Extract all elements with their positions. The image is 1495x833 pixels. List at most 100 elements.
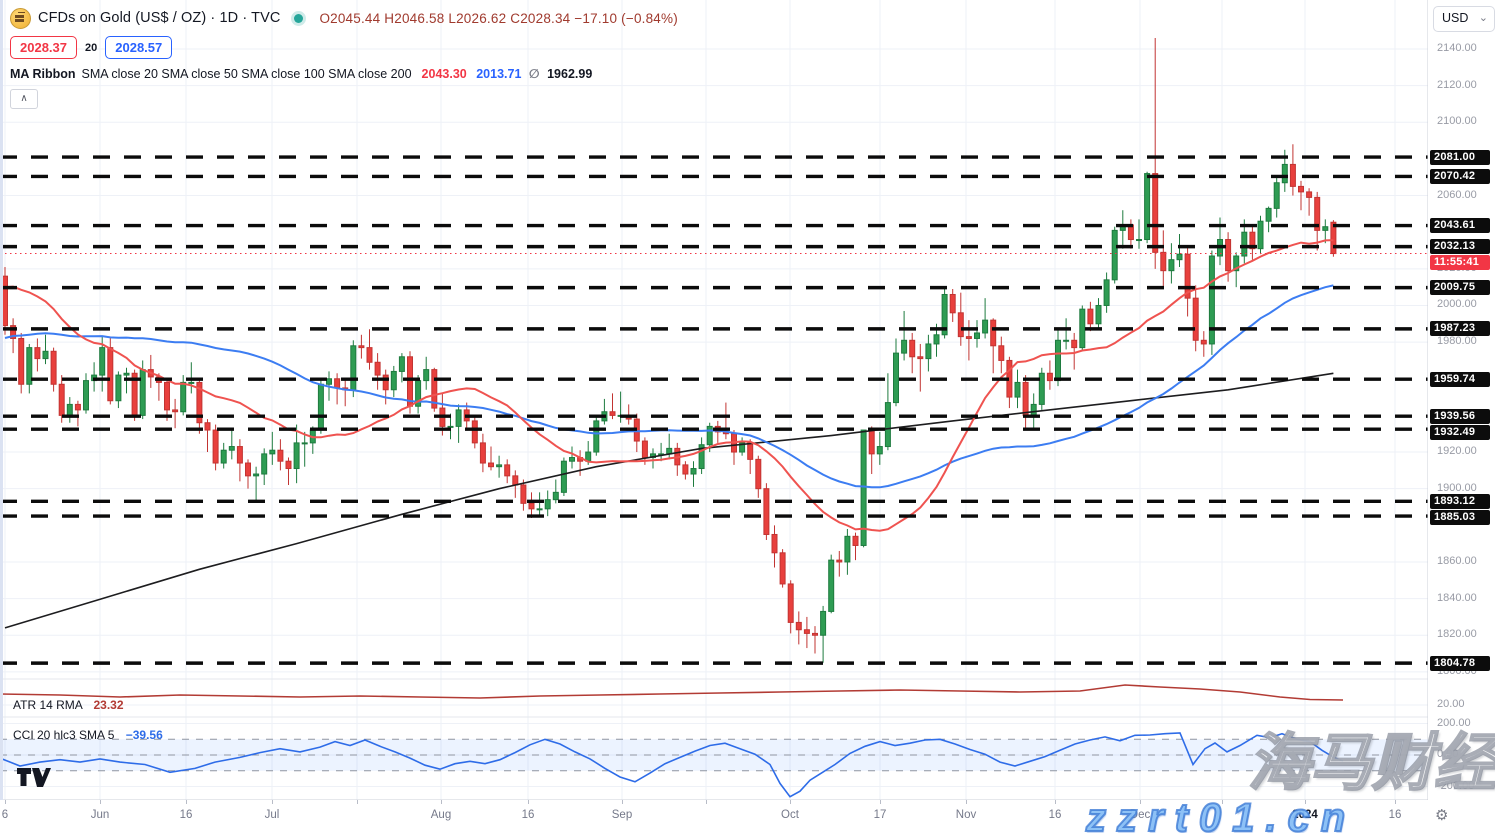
time-label[interactable]: Dec (1129, 809, 1151, 821)
candle-up (536, 508, 543, 511)
time-label[interactable]: 2024 (1292, 809, 1318, 821)
candle-up (1241, 231, 1248, 257)
candle-up (66, 403, 73, 416)
axis-settings-gear-icon[interactable]: ⚙ (1435, 807, 1449, 824)
candle-up (139, 369, 146, 416)
cci-value: −39.56 (125, 728, 163, 742)
candle-down (74, 403, 81, 411)
chart-left-edge (0, 0, 3, 800)
gold-symbol-icon (10, 7, 31, 29)
time-label[interactable]: 6 (1, 809, 9, 821)
tradingview-logo[interactable] (17, 768, 51, 788)
candle-down (641, 440, 648, 459)
price-tick-label: 2120.00 (1437, 78, 1477, 91)
candle-down (334, 378, 341, 389)
time-tick (1055, 800, 1056, 804)
currency-dropdown[interactable]: USD ⌄ (1433, 6, 1495, 32)
candle-down (504, 464, 511, 477)
candle-up (1281, 163, 1288, 184)
collapse-legend-button[interactable]: ∧ (10, 89, 38, 109)
candle-down (1046, 372, 1053, 382)
candle-up (884, 402, 891, 448)
atr-line (0, 684, 1344, 701)
price-tick-label: 1920.00 (1437, 445, 1477, 458)
candle-down (374, 361, 381, 376)
time-label[interactable]: Nov (955, 809, 977, 821)
candle-down (358, 345, 365, 349)
candle-down (245, 462, 251, 477)
candle-up (83, 380, 89, 411)
level-price-label: 2043.61 (1430, 218, 1490, 234)
candle-down (1289, 163, 1296, 187)
candle-up (293, 442, 300, 470)
sell-button[interactable]: 2028.37 (10, 36, 77, 59)
symbol-title[interactable]: CFDs on Gold (US$ / OZ) · 1D · TVC (38, 10, 281, 26)
cci-tick-label: 200.00 (1437, 716, 1471, 729)
price-tick-label: 1840.00 (1437, 591, 1477, 604)
candle-up (42, 350, 49, 360)
candle-down (285, 460, 292, 470)
candle-up (820, 610, 827, 636)
cci-line (0, 732, 1344, 798)
candle-down (1087, 308, 1094, 325)
time-tick (966, 800, 967, 804)
candle-down (1184, 253, 1191, 299)
time-label[interactable]: Jun (90, 809, 110, 821)
ma-ribbon-layer (4, 239, 1334, 629)
candle-down (763, 488, 770, 535)
ma-ribbon-title: MA Ribbon (10, 66, 76, 81)
buy-button[interactable]: 2028.57 (105, 36, 173, 59)
candle-down (909, 339, 916, 358)
level-price-label: 1932.49 (1430, 424, 1490, 440)
time-axis[interactable]: 6 Jun 16 Jul Aug 16 Sep Oct 17 Nov 16 Dec 2024 16 (0, 800, 1495, 833)
cci-indicator-legend[interactable]: CCI 20 hlc3 SMA 5 −39.56 (13, 728, 163, 742)
time-label[interactable]: 16 (1388, 809, 1402, 821)
price-tick-label: 1900.00 (1437, 481, 1477, 494)
price-tick-label: 2100.00 (1437, 115, 1477, 128)
levels-layer[interactable] (0, 155, 1428, 665)
time-label[interactable]: 17 (873, 809, 887, 821)
candle-down (196, 381, 203, 424)
candle-up (447, 425, 454, 428)
candle-up (860, 429, 867, 546)
candle-up (893, 352, 899, 404)
candle-up (1168, 259, 1175, 272)
candle-up (982, 319, 989, 334)
candle-up (706, 425, 713, 446)
candle-down (512, 475, 519, 486)
ma-ribbon-legend[interactable]: MA Ribbon SMA close 20 SMA close 50 SMA … (10, 66, 678, 82)
time-tick (357, 800, 358, 804)
time-tick (5, 800, 6, 804)
time-label[interactable]: Oct (781, 809, 799, 821)
time-label[interactable]: 16 (179, 809, 193, 821)
cci-title: CCI 20 hlc3 SMA 5 (13, 728, 115, 742)
candle-down (787, 583, 794, 623)
candle-down (747, 442, 754, 460)
atr-indicator-legend[interactable]: ATR 14 RMA 23.32 (13, 698, 124, 712)
time-label[interactable]: 16 (521, 809, 535, 821)
market-status-icon[interactable] (294, 13, 304, 23)
candle-up (228, 446, 235, 451)
price-axis[interactable]: USD ⌄ 2140.002120.002100.002060.002020.0… (1428, 0, 1495, 800)
time-label[interactable]: Sep (611, 809, 633, 821)
time-label[interactable]: 16 (1048, 809, 1062, 821)
candle-up (876, 446, 883, 455)
candle-up (1095, 304, 1102, 325)
candle-up (1038, 372, 1045, 405)
sma50-line (4, 284, 1334, 489)
candle-up (1144, 173, 1151, 241)
candle-up (261, 453, 268, 475)
candle-up (1257, 220, 1264, 250)
atr-title: ATR 14 RMA (13, 698, 83, 712)
cci-tick-label: -200.00 (1437, 779, 1475, 792)
time-tick (1222, 800, 1223, 804)
candle-up (220, 449, 227, 464)
time-label[interactable]: Aug (430, 809, 452, 821)
candle-up (496, 464, 503, 468)
time-label[interactable]: Jul (264, 809, 280, 821)
level-price-label: 1885.03 (1430, 509, 1490, 525)
level-price-label: 1939.56 (1430, 408, 1490, 424)
price-tick-label: 2060.00 (1437, 188, 1477, 201)
candle-up (301, 442, 308, 445)
